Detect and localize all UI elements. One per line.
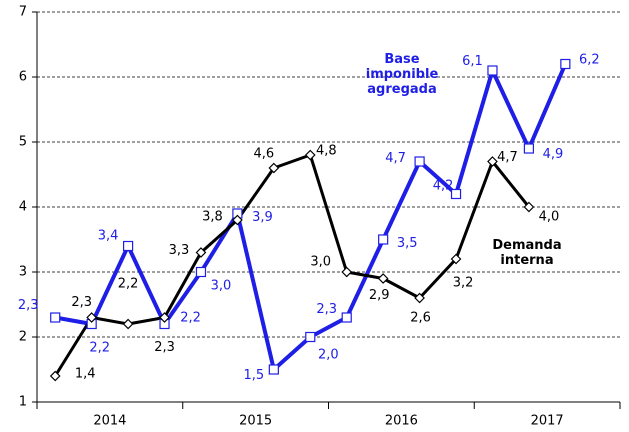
data-label: 4,2 [433, 179, 454, 194]
point-marker [377, 273, 389, 284]
series-annotation: Base imponible agregada [365, 52, 439, 97]
point-marker [304, 149, 316, 161]
data-label: 6,2 [579, 53, 600, 68]
data-label: 2,9 [369, 288, 390, 303]
data-label: 4,6 [254, 147, 275, 162]
point-marker [268, 364, 279, 375]
x-tick-label: 2016 [385, 414, 418, 429]
data-label: 3,8 [202, 210, 223, 225]
data-label: 2,3 [316, 302, 337, 317]
data-label: 2,6 [410, 311, 431, 326]
data-label: 6,1 [462, 54, 483, 69]
series-annotation: Demanda interna [492, 238, 562, 268]
y-tick-label: 6 [19, 70, 27, 85]
point-marker [523, 143, 535, 154]
data-label: 4,7 [497, 150, 518, 165]
point-marker [450, 253, 462, 265]
data-label: 4,8 [316, 144, 337, 159]
data-label: 4,0 [539, 210, 560, 225]
y-tick-label: 1 [19, 395, 27, 410]
x-tick-label: 2017 [531, 414, 564, 429]
point-marker [378, 234, 389, 245]
point-marker [159, 312, 170, 323]
x-tick-label: 2014 [93, 414, 126, 429]
x-tick-label: 2015 [239, 414, 272, 429]
data-label: 3,5 [397, 236, 418, 251]
series-line [53, 153, 531, 377]
data-label: 2,3 [71, 295, 92, 310]
point-marker [50, 312, 61, 323]
point-marker [268, 162, 280, 174]
data-label: 2,2 [89, 341, 110, 356]
data-label: 3,4 [98, 229, 119, 244]
point-marker [341, 312, 352, 323]
point-marker [560, 58, 571, 70]
y-tick-label: 7 [19, 5, 27, 20]
y-tick-label: 5 [19, 135, 27, 150]
data-label: 3,9 [252, 210, 273, 225]
point-marker [414, 156, 425, 167]
y-tick-label: 3 [19, 265, 27, 280]
data-label: 2,2 [180, 311, 201, 326]
point-marker [487, 156, 498, 167]
data-label: 2,3 [154, 340, 175, 355]
point-marker [86, 312, 98, 323]
data-label: 1,5 [244, 368, 265, 383]
point-marker [305, 331, 316, 343]
data-label: 4,7 [385, 151, 406, 166]
y-tick-label: 2 [19, 330, 27, 345]
data-label: 1,4 [75, 367, 96, 382]
y-tick-label: 4 [19, 200, 27, 215]
data-label: 3,0 [211, 279, 232, 294]
point-marker [195, 247, 207, 258]
data-label: 2,2 [118, 277, 139, 292]
point-marker [487, 65, 498, 76]
point-marker [523, 201, 535, 213]
point-marker [232, 214, 243, 226]
point-marker [414, 292, 425, 304]
data-label: 2,3 [18, 298, 39, 313]
point-marker [195, 266, 207, 278]
data-label: 3,3 [169, 243, 190, 258]
point-marker [122, 240, 134, 252]
data-label: 3,2 [453, 276, 474, 291]
data-label: 2,0 [318, 348, 339, 363]
point-marker [341, 266, 353, 278]
point-marker [450, 188, 462, 200]
data-label: 4,9 [543, 147, 564, 162]
point-marker [122, 318, 134, 330]
data-label: 3,0 [310, 255, 331, 270]
point-marker [49, 370, 61, 382]
